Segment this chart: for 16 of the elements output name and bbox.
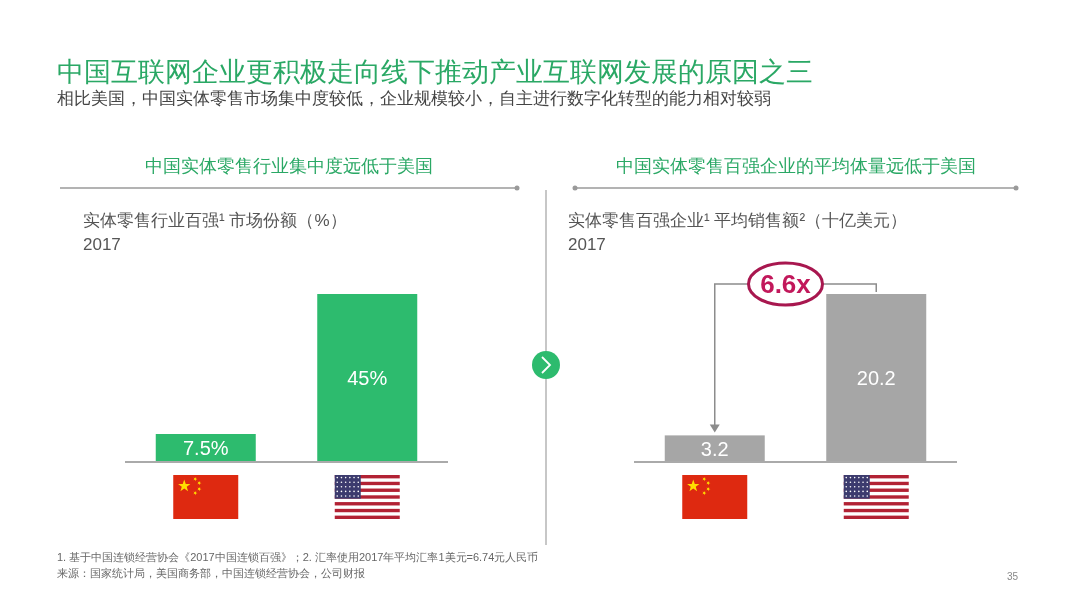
data-label: 7.5% [182,437,229,459]
text: 35 [1006,571,1019,582]
chart-title: 中国实体零售行业集中度远低于美国 [144,156,433,176]
data-label: 45% [347,367,388,389]
source-note: 来源：国家统计局，美国商务部，中国连锁经营协会，公司财报 [57,567,365,579]
chart-subtitle: 2017 [83,235,121,254]
annotation: 6.6x [760,269,812,299]
data-label: 3.2 [700,437,729,460]
text: 相比美国，中国实体零售市场集中度较低，企业规模较小，自主进行数字化转型的能力相对较弱 [57,89,771,107]
y-axis-title: 实体零售百强企业¹ 平均销售额²（十亿美元） [568,211,908,230]
chart-subtitle: 2017 [568,235,606,254]
text: 1. 基于中国连锁经营协会《2017中国连锁百强》；2. 汇率使用2017年平均汇率1美元=6.74元人民币 [57,551,539,563]
data-label: 20.2 [856,367,896,389]
text: 中国互联网企业更积极走向线下推动产业互联网发展的原因之三 [57,57,813,87]
chart-title: 中国实体零售百强企业的平均体量远低于美国 [615,156,976,176]
y-axis-title: 实体零售行业百强¹ 市场份额（%） [83,211,347,230]
